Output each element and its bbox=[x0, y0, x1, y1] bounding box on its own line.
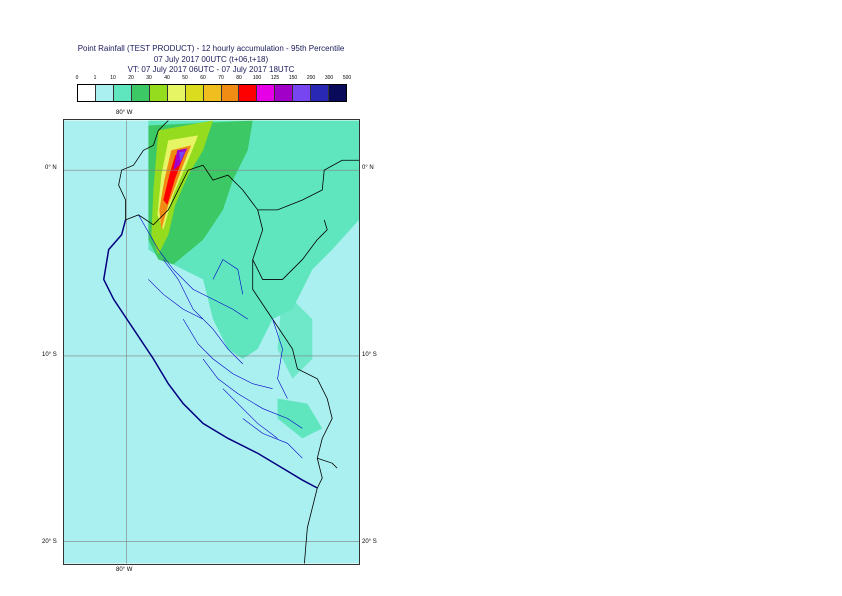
legend-swatch bbox=[131, 85, 150, 101]
legend-tick-label: 1 bbox=[93, 75, 97, 81]
legend-swatch bbox=[78, 85, 96, 101]
lat-label-left-0: 0° N bbox=[45, 165, 57, 171]
legend-tick-label: 0 bbox=[75, 75, 79, 81]
legend-tick-label: 30 bbox=[146, 75, 152, 81]
legend-swatch bbox=[113, 85, 132, 101]
legend-swatch bbox=[149, 85, 168, 101]
legend-swatch bbox=[221, 85, 240, 101]
legend-tick-label: 300 bbox=[324, 75, 334, 81]
legend-tick-label: 150 bbox=[288, 75, 298, 81]
valid-time: VT: 07 July 2017 06UTC - 07 July 2017 18… bbox=[127, 65, 295, 74]
rainfall-map bbox=[63, 119, 360, 565]
lat-label-left-20: 20° S bbox=[42, 539, 57, 545]
rainfall-150-200-core bbox=[179, 151, 186, 163]
admin-boundaries bbox=[138, 214, 303, 459]
lat-label-right-0: 0° N bbox=[362, 165, 374, 171]
lon-label-top: 80° W bbox=[116, 110, 133, 116]
lon-label-bottom: 80° W bbox=[116, 567, 133, 573]
legend-tick-label: 70 bbox=[218, 75, 224, 81]
legend-tick-label: 80 bbox=[236, 75, 242, 81]
legend-tick-label: 100 bbox=[252, 75, 262, 81]
run-time: 07 July 2017 00UTC (t+06,t+18) bbox=[153, 55, 269, 64]
legend-swatch bbox=[293, 85, 312, 101]
legend-tick-label: 60 bbox=[200, 75, 206, 81]
legend-tick-label: 40 bbox=[164, 75, 170, 81]
legend-swatch bbox=[95, 85, 114, 101]
legend-tick-label: 50 bbox=[182, 75, 188, 81]
legend-tick-label: 10 bbox=[110, 75, 116, 81]
legend-swatch bbox=[185, 85, 204, 101]
legend-tick-label: 500 bbox=[342, 75, 352, 81]
color-legend bbox=[77, 84, 347, 102]
rainfall-80-100-core bbox=[163, 152, 186, 205]
lat-label-right-20: 20° S bbox=[362, 539, 377, 545]
legend-swatch bbox=[311, 85, 330, 101]
legend-tick-label: 200 bbox=[306, 75, 316, 81]
map-title: Point Rainfall (TEST PRODUCT) - 12 hourl… bbox=[77, 44, 345, 53]
legend-tick-label: 125 bbox=[270, 75, 280, 81]
legend-swatch bbox=[203, 85, 222, 101]
legend-swatch bbox=[257, 85, 276, 101]
legend-swatch bbox=[275, 85, 294, 101]
peru-coastline bbox=[102, 219, 318, 489]
legend-swatch bbox=[239, 85, 258, 101]
legend-swatch bbox=[329, 85, 347, 101]
lat-label-right-10: 10° S bbox=[362, 352, 377, 358]
lat-label-left-10: 10° S bbox=[42, 352, 57, 358]
legend-tick-label: 20 bbox=[128, 75, 134, 81]
legend-tick-labels: 0 1 10 20 30 40 50 60 70 80 100 125 150 200 300 500 bbox=[75, 75, 352, 84]
legend-swatch bbox=[167, 85, 186, 101]
rainfall-10-20-east bbox=[277, 289, 313, 379]
rainfall-10-20-south bbox=[277, 398, 323, 439]
country-borders bbox=[118, 120, 359, 564]
